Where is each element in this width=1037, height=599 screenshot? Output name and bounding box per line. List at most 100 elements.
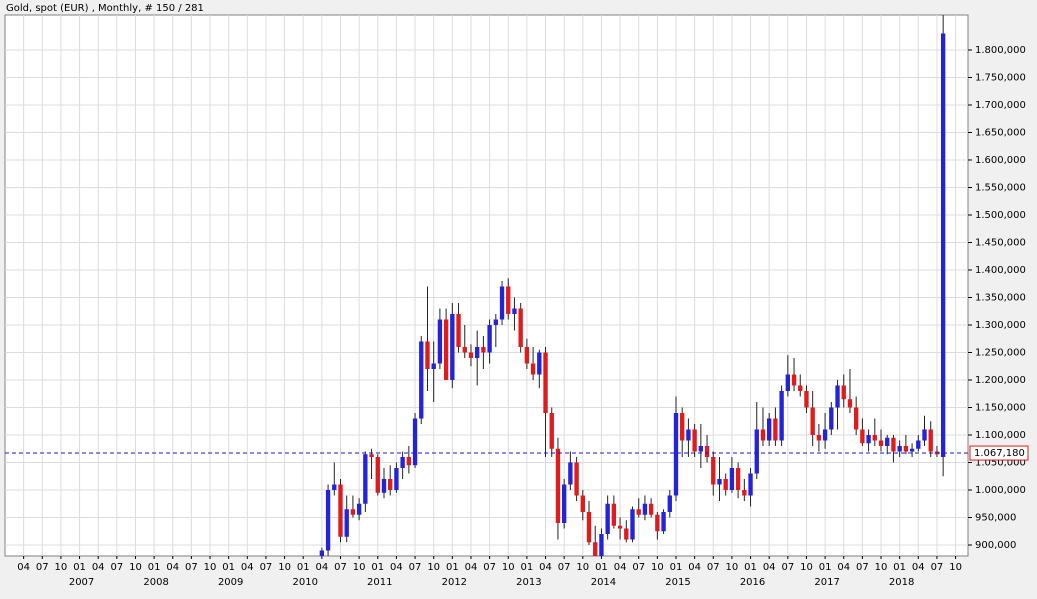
x-tick-label: 10	[502, 562, 515, 573]
x-tick-label: 01	[73, 562, 86, 573]
candle-body	[909, 448, 915, 452]
x-tick-label: 07	[931, 562, 944, 573]
x-tick-label: 07	[632, 562, 645, 573]
x-tick-label: 07	[185, 562, 198, 573]
year-label: 2018	[889, 577, 914, 588]
candle-body	[928, 429, 933, 452]
x-tick-label: 07	[409, 562, 422, 573]
y-tick-label: 1.750,000	[975, 72, 1026, 83]
x-tick-label: 10	[800, 562, 813, 573]
x-tick-label: 10	[55, 562, 68, 573]
candle-body	[363, 454, 368, 504]
candle-body	[940, 33, 946, 457]
candle-body	[605, 503, 610, 534]
y-tick-label: 1.400,000	[975, 265, 1026, 276]
x-tick-label: 10	[726, 562, 739, 573]
x-tick-label: 04	[465, 562, 478, 573]
x-tick-label: 07	[260, 562, 273, 573]
candle-body	[760, 429, 766, 441]
candle-body	[462, 346, 467, 353]
candle-body	[648, 503, 654, 515]
candle-body	[425, 341, 430, 369]
candle-body	[493, 319, 498, 325]
candle-body	[779, 390, 784, 441]
x-tick-label: 10	[278, 562, 291, 573]
candle-body	[673, 412, 679, 496]
x-tick-label: 10	[353, 562, 366, 573]
x-tick-label: 07	[558, 562, 571, 573]
x-tick-label: 04	[17, 562, 30, 573]
candle-body	[922, 429, 927, 441]
candle-body	[729, 467, 735, 490]
candle-body	[568, 462, 573, 485]
x-tick-label: 01	[446, 562, 459, 573]
candle-body	[599, 533, 604, 556]
x-tick-label: 01	[297, 562, 310, 573]
y-tick-label: 1.000,000	[975, 485, 1026, 496]
x-tick-label: 10	[427, 562, 440, 573]
candle-body	[829, 407, 834, 430]
candle-body	[866, 434, 871, 444]
candle-body	[487, 324, 492, 353]
candle-body	[897, 445, 902, 452]
x-tick-label: 10	[875, 562, 888, 573]
candle-body	[555, 448, 561, 523]
candle-body	[667, 495, 672, 512]
candle-body	[381, 478, 387, 493]
candle-body	[822, 429, 828, 441]
x-tick-label: 04	[763, 562, 776, 573]
candle-body	[642, 503, 648, 515]
year-label: 2008	[143, 577, 168, 588]
candle-body	[847, 399, 853, 408]
candle-body	[530, 363, 536, 375]
year-label: 2007	[69, 577, 94, 588]
candle-body	[624, 528, 629, 540]
candle-body	[400, 456, 405, 468]
x-tick-label: 07	[781, 562, 794, 573]
candle-body	[704, 445, 710, 457]
candle-body	[816, 434, 822, 441]
candle-body	[841, 385, 846, 400]
candle-body	[388, 478, 393, 490]
candle-body	[338, 484, 343, 537]
candle-body	[524, 346, 530, 364]
candle-body	[742, 489, 747, 496]
y-tick-label: 1.550,000	[975, 182, 1026, 193]
last-price-box	[969, 445, 1029, 461]
candle-body	[698, 445, 704, 452]
candle-body	[860, 429, 865, 444]
x-tick-label: 01	[744, 562, 757, 573]
candle-body	[437, 319, 443, 364]
x-tick-label: 07	[36, 562, 49, 573]
candle-body	[717, 478, 722, 485]
candle-body	[661, 511, 666, 532]
y-tick-label: 900,000	[975, 540, 1016, 551]
x-tick-label: 07	[856, 562, 869, 573]
candle-body	[885, 437, 890, 446]
y-tick-label: 1.050,000	[975, 457, 1026, 468]
candle-body	[450, 313, 455, 380]
candle-body	[735, 467, 741, 490]
x-tick-label: 01	[819, 562, 832, 573]
x-tick-label: 01	[222, 562, 235, 573]
chart-title: Gold, spot (EUR) , Monthly, # 150 / 281	[6, 3, 204, 14]
candles	[5, 15, 968, 556]
x-tick-label: 04	[912, 562, 925, 573]
y-tick-label: 950,000	[975, 512, 1016, 523]
candle-body	[499, 286, 505, 320]
x-tick-label: 07	[483, 562, 496, 573]
candle-body	[580, 495, 585, 512]
year-label: 2013	[516, 577, 541, 588]
candle-body	[431, 363, 436, 369]
candle-body	[419, 341, 424, 419]
candle-body	[319, 550, 325, 556]
candle-body	[903, 445, 909, 452]
candle-body	[369, 454, 374, 457]
candle-body	[356, 503, 362, 515]
candle-body	[406, 456, 412, 466]
x-tick-label: 01	[595, 562, 608, 573]
y-tick-label: 1.200,000	[975, 375, 1026, 386]
candle-body	[481, 346, 486, 353]
